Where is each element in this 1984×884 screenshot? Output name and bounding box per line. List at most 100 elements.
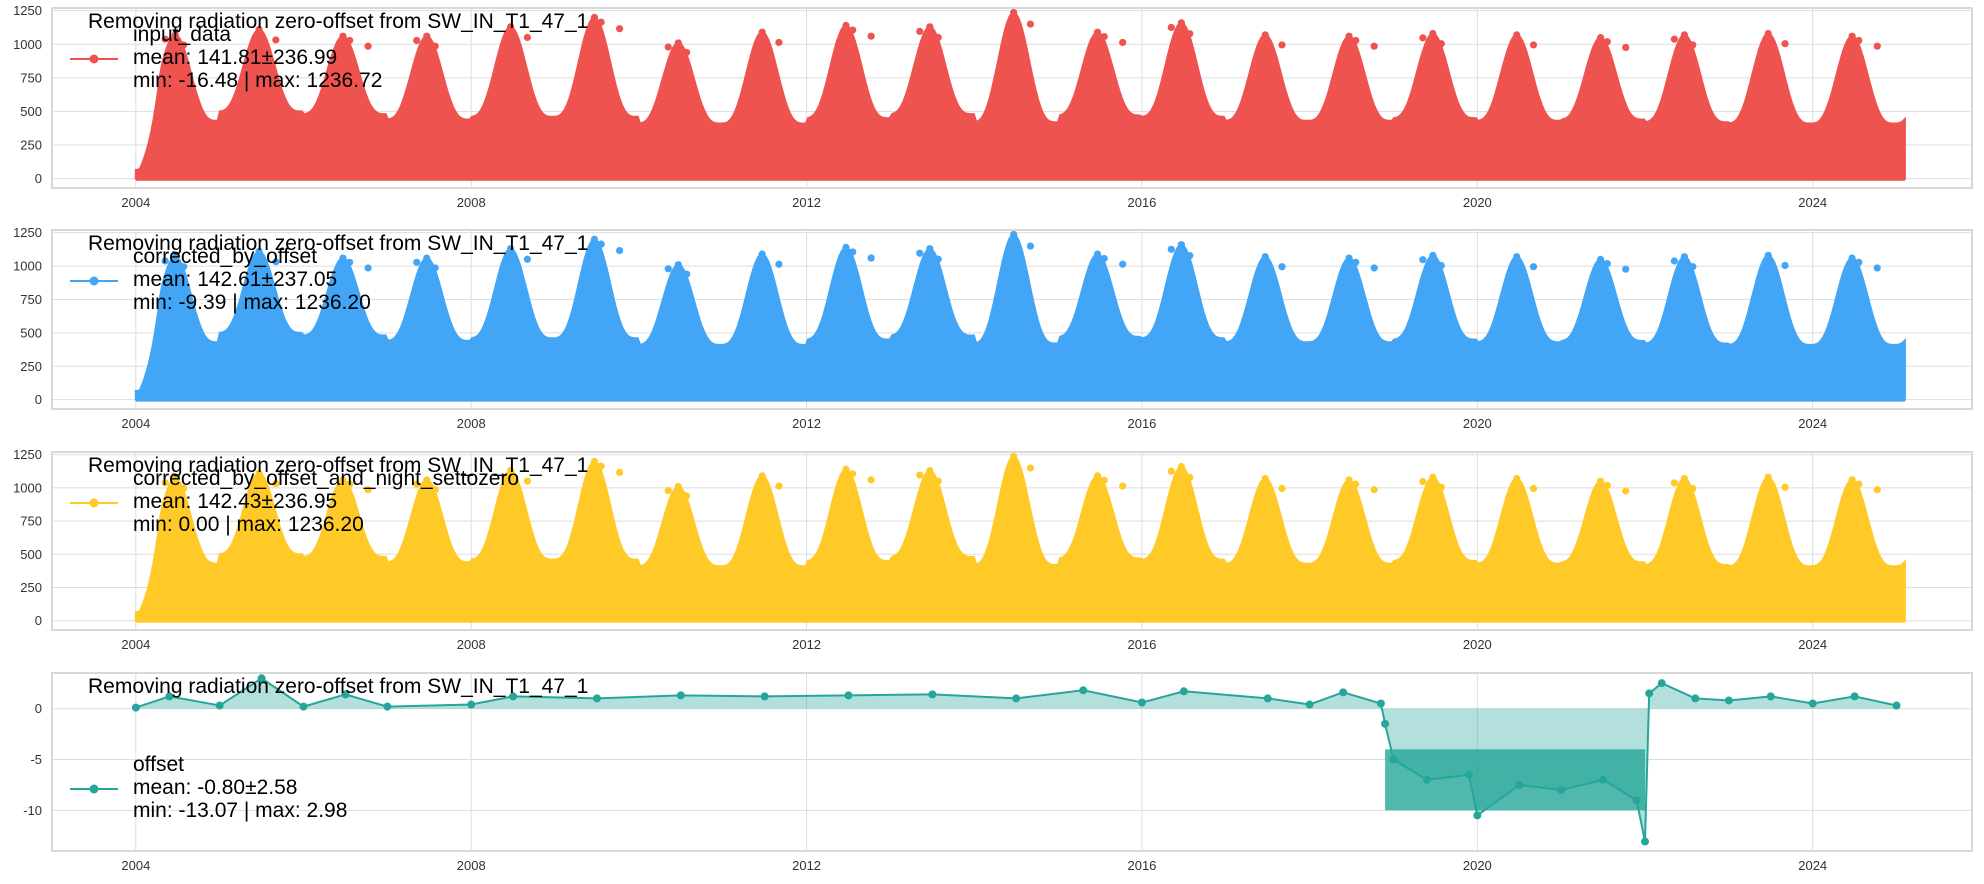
x-tick-label: 2020: [1463, 858, 1492, 873]
data-point: [257, 674, 266, 683]
data-point: [161, 257, 169, 265]
legend-mean: mean: 141.81±236.99: [133, 46, 337, 69]
data-point: [413, 258, 421, 266]
data-point: [1762, 477, 1771, 486]
data-point: [1766, 692, 1775, 701]
panel-title: Removing radiation zero-offset from SW_I…: [88, 454, 588, 477]
data-point: [505, 27, 513, 35]
data-point: [1873, 486, 1881, 494]
data-point: [467, 700, 476, 709]
series-line: [135, 677, 1897, 842]
y-tick-label: 1000: [13, 37, 42, 52]
data-point: [1892, 701, 1901, 710]
x-tick-label: 2004: [121, 195, 150, 210]
data-point: [1339, 688, 1348, 697]
data-point: [1511, 479, 1519, 487]
data-point: [756, 254, 765, 263]
data-point: [1278, 41, 1286, 49]
data-point: [664, 265, 672, 273]
data-point: [1873, 264, 1881, 272]
x-tick-label: 2008: [457, 195, 486, 210]
data-point: [775, 38, 783, 47]
data-point: [1026, 20, 1035, 28]
data-point: [1511, 35, 1519, 43]
y-tick-label: 750: [20, 292, 42, 307]
data-point: [916, 249, 924, 257]
data-point: [1511, 257, 1519, 265]
data-point: [1381, 719, 1390, 728]
data-point: [339, 32, 347, 40]
data-point: [1429, 473, 1437, 481]
data-point: [1389, 755, 1398, 764]
data-point: [1529, 263, 1538, 271]
data-point: [683, 48, 691, 57]
panel-offset: -10 -5 0 2004 2008 2012 2016 2020 2024 Removing r…: [23, 672, 1973, 873]
data-point: [383, 702, 392, 711]
data-point: [1689, 263, 1697, 271]
data-point: [413, 36, 421, 45]
data-point: [664, 486, 672, 495]
data-point: [1352, 258, 1360, 266]
y-tick-label: 1250: [13, 447, 42, 462]
data-point: [1167, 245, 1175, 253]
data-point: [597, 462, 605, 470]
data-point: [926, 23, 934, 31]
x-tick-label: 2024: [1798, 195, 1827, 210]
data-point: [1278, 484, 1286, 493]
x-tick-label: 2004: [121, 416, 150, 431]
data-point: [523, 255, 531, 263]
legend-swatch-marker: [89, 498, 99, 508]
data-point: [1855, 36, 1863, 45]
data-point: [1429, 29, 1437, 38]
data-point: [842, 465, 850, 473]
data-point: [1177, 19, 1185, 27]
data-point: [1186, 251, 1194, 260]
data-point: [505, 249, 513, 257]
data-point: [1855, 258, 1863, 266]
data-point: [1464, 770, 1473, 779]
data-point: [1008, 235, 1016, 244]
data-point: [180, 41, 188, 49]
data-point: [346, 258, 354, 266]
data-point: [1137, 698, 1146, 707]
y-tick-label: 750: [20, 514, 42, 529]
data-point: [253, 474, 262, 482]
data-point: [1370, 486, 1378, 494]
x-tick-label: 2020: [1463, 195, 1492, 210]
data-point: [597, 18, 605, 26]
data-point: [1167, 23, 1175, 32]
data-point: [597, 240, 605, 248]
data-point: [1670, 257, 1678, 265]
data-point: [171, 253, 179, 261]
data-point: [505, 471, 513, 479]
data-point: [299, 702, 308, 711]
data-point: [1345, 476, 1353, 484]
data-point: [1305, 700, 1314, 709]
y-tick-label: -10: [23, 803, 42, 818]
data-point: [1376, 699, 1385, 708]
y-tick-label: 250: [20, 359, 42, 374]
data-point: [926, 466, 934, 475]
legend-minmax: min: -9.39 | max: 1236.20: [133, 291, 371, 314]
data-point: [165, 692, 174, 701]
data-point: [431, 486, 439, 494]
data-point: [1119, 38, 1127, 47]
data-point: [180, 263, 188, 271]
data-point: [1680, 31, 1689, 39]
data-point: [1848, 32, 1856, 40]
x-tick-label: 2020: [1463, 637, 1492, 652]
data-point: [1026, 242, 1035, 250]
data-point: [171, 31, 179, 39]
data-point: [1599, 775, 1608, 784]
data-point: [1632, 796, 1641, 805]
data-point: [1352, 480, 1360, 488]
data-point: [1419, 34, 1427, 42]
data-point: [1680, 474, 1689, 483]
y-tick-label: 250: [20, 580, 42, 595]
data-point: [1596, 255, 1605, 263]
legend-swatch-marker: [89, 276, 99, 286]
legend-swatch-marker: [89, 54, 99, 64]
x-tick-label: 2012: [792, 416, 821, 431]
y-tick-label: 1250: [13, 3, 42, 18]
series-baseline: [135, 399, 1905, 402]
